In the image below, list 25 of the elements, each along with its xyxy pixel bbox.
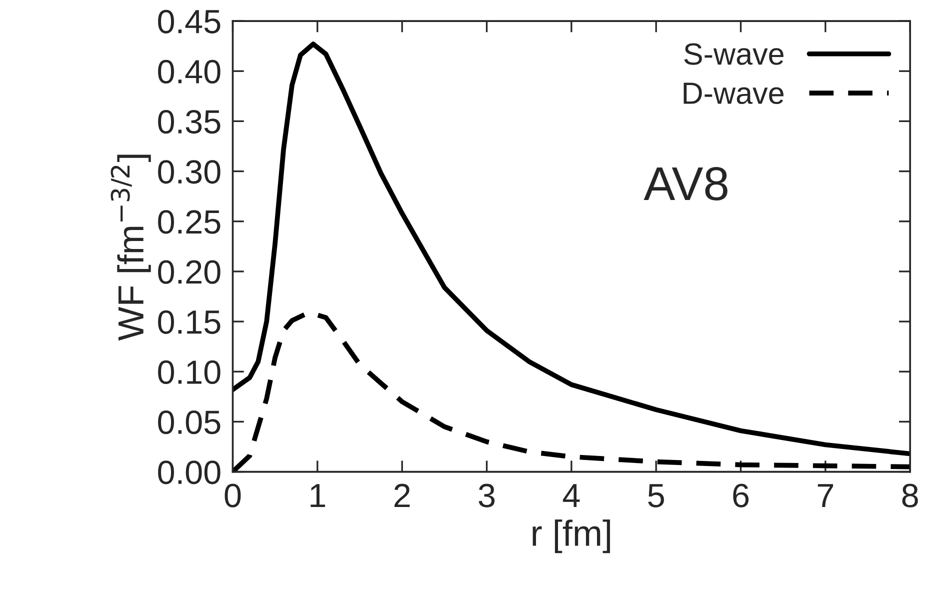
y-tick-label: 0.15 [158, 310, 220, 334]
y-tick-label: 0.25 [158, 210, 220, 234]
x-tick-label: 1 [310, 484, 326, 508]
x-tick-label: 0 [224, 484, 241, 508]
y-tick-label: 0.20 [158, 260, 220, 284]
x-axis-title: r [fm] [532, 520, 610, 554]
x-tick-label: 4 [562, 484, 580, 508]
y-tick-label: 0.30 [158, 160, 220, 184]
y-axis-title: WF [fm$^{−3/2}$] [110, 154, 151, 341]
x-tick-label: 7 [818, 484, 834, 508]
line-series [232, 42, 910, 456]
legend-label: S-wave [684, 43, 784, 65]
annotation: AV8 [644, 167, 728, 200]
legend-label: D-wave [684, 82, 784, 104]
x-tick-label: 3 [478, 484, 495, 508]
y-tick-label: 0.35 [158, 110, 220, 134]
x-tick-label: 5 [648, 484, 664, 508]
y-tick-label: 0.10 [158, 360, 220, 384]
x-tick-label: 2 [394, 484, 410, 508]
y-tick-label: 0.40 [158, 60, 220, 84]
x-tick-label: 8 [902, 484, 918, 508]
x-tick-label: 6 [733, 484, 749, 508]
y-tick-label: 0.00 [158, 460, 220, 484]
y-tick-label: 0.05 [158, 410, 220, 434]
y-tick-label: 0.45 [158, 10, 220, 34]
